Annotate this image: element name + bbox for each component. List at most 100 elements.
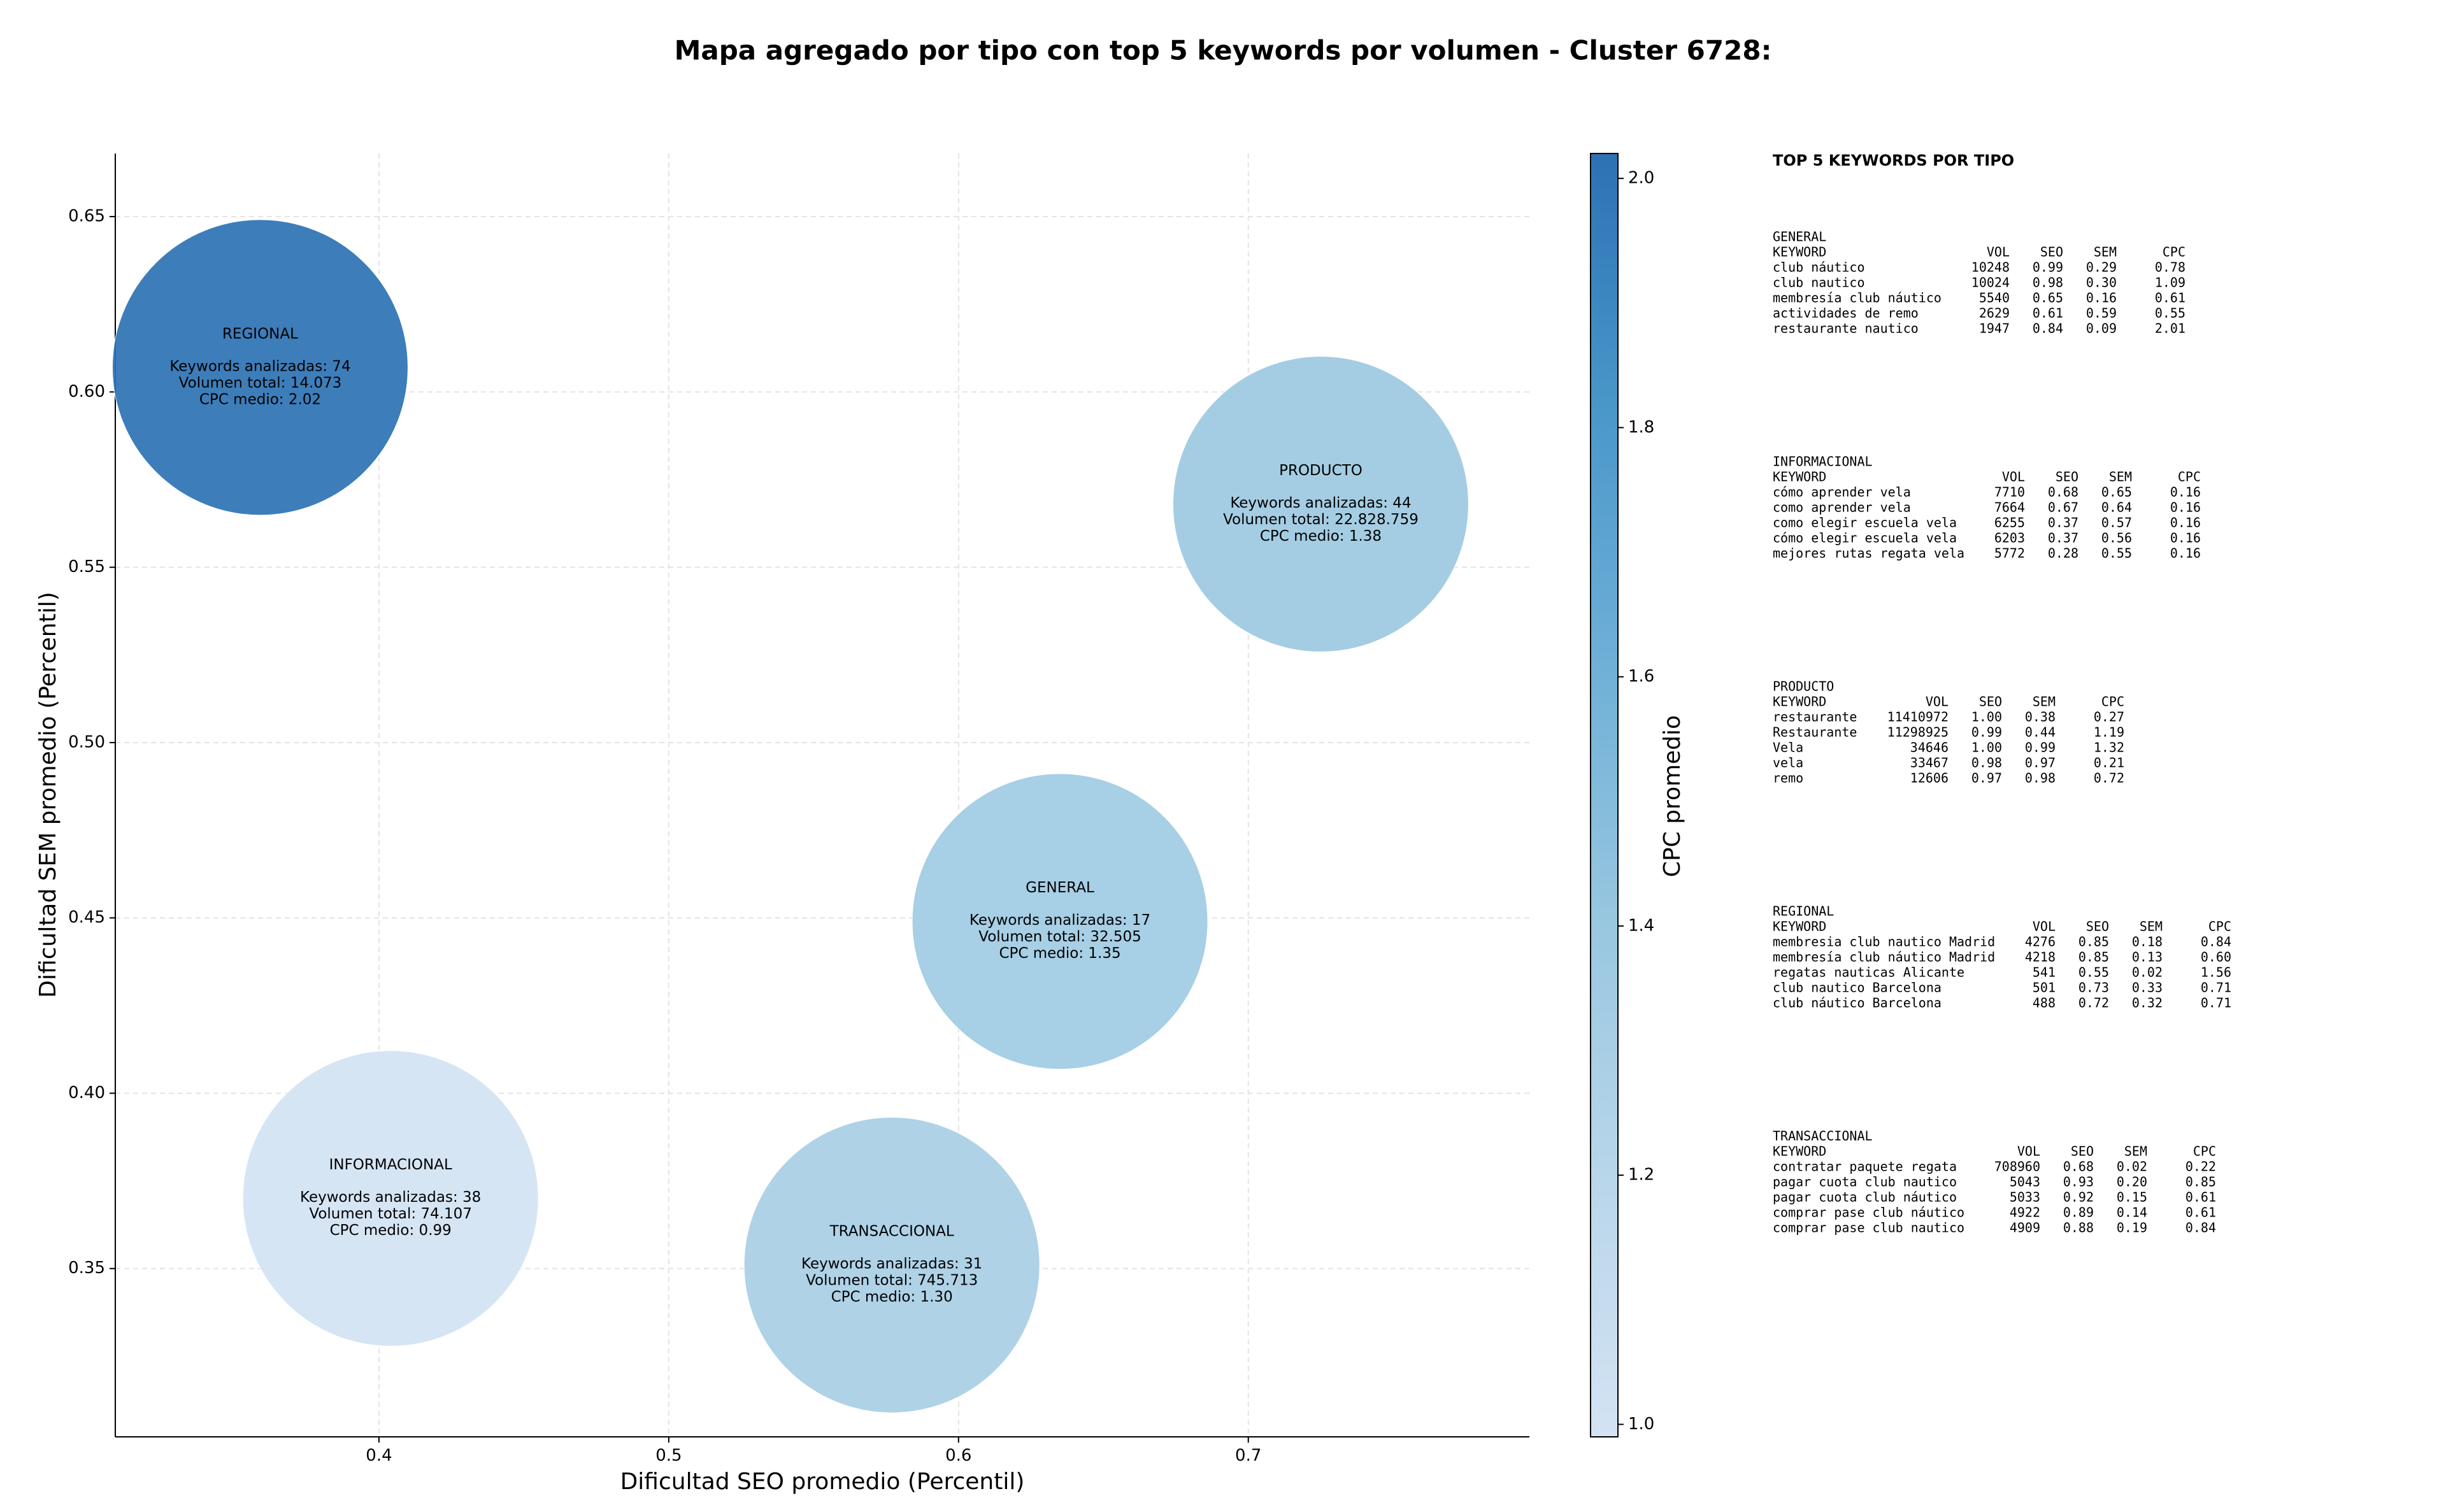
bubble-annotation: Volumen total: 14.073 [179, 374, 342, 391]
table-cell: 0.19 [2117, 1220, 2147, 1236]
bubble-annotation: Keywords analizadas: 74 [169, 358, 350, 374]
y-tick-label: 0.55 [68, 557, 105, 576]
table-cell: 0.33 [2132, 980, 2163, 995]
table-cell: 0.15 [2117, 1190, 2147, 1205]
table-cell: 0.71 [2201, 995, 2231, 1011]
table-title: REGIONAL [1773, 904, 1834, 919]
table-header: VOL [2002, 469, 2025, 485]
table-cell: 4909 [2010, 1220, 2040, 1236]
table-cell: 0.65 [2033, 290, 2063, 306]
table-cell: cómo elegir escuela vela [1773, 531, 1957, 546]
table-header: VOL [2017, 1144, 2040, 1159]
table-header: SEO [2040, 245, 2063, 260]
table-cell: 0.59 [2086, 306, 2117, 321]
table-cell: 0.85 [2078, 934, 2109, 950]
table-header: KEYWORD [1773, 1144, 1826, 1159]
table-header: KEYWORD [1773, 919, 1826, 934]
table-cell: 0.93 [2063, 1174, 2094, 1190]
table-cell: 488 [2033, 995, 2056, 1011]
table-cell: regatas nauticas Alicante [1773, 965, 1964, 980]
bubble-annotation: Keywords analizadas: 31 [801, 1256, 982, 1273]
table-header: CPC [2163, 245, 2185, 260]
table-cell: como elegir escuela vela [1773, 515, 1957, 531]
table-cell: club náutico [1773, 260, 1865, 275]
table-cell: Vela [1773, 740, 1803, 755]
y-tick-label: 0.45 [68, 908, 105, 927]
table-cell: 0.84 [2185, 1220, 2216, 1236]
table-cell: 1.19 [2094, 725, 2124, 740]
table-cell: 0.64 [2101, 500, 2132, 515]
table-cell: 2629 [1979, 306, 2010, 321]
table-cell: 0.56 [2101, 531, 2132, 546]
table-cell: 4218 [2025, 950, 2056, 965]
table-header: SEO [2086, 919, 2109, 934]
table-cell: pagar cuota club nautico [1773, 1174, 1957, 1190]
table-cell: 0.16 [2170, 515, 2201, 531]
table-cell: 0.18 [2132, 934, 2163, 950]
table-cell: 5540 [1979, 290, 2010, 306]
table-cell: 541 [2033, 965, 2056, 980]
colorbar-tick-label: 2.0 [1628, 169, 1654, 188]
bubble-name: GENERAL [1026, 880, 1094, 896]
table-cell: 0.13 [2132, 950, 2163, 965]
table-cell: 6255 [1994, 515, 2025, 531]
table-cell: 0.32 [2132, 995, 2163, 1011]
table-cell: 11410972 [1887, 710, 1949, 725]
colorbar-tick-label: 1.2 [1628, 1166, 1654, 1185]
table-cell: 10024 [1971, 275, 2010, 290]
table-header: SEM [2140, 919, 2163, 934]
table-cell: 5772 [1994, 546, 2025, 561]
bubble-annotation: CPC medio: 1.30 [831, 1289, 953, 1306]
table-cell: restaurante [1773, 710, 1857, 725]
bubble-annotation: Volumen total: 74.107 [309, 1206, 472, 1222]
table-cell: 0.99 [2033, 260, 2063, 275]
table-header: SEM [2109, 469, 2132, 485]
bubble-name: TRANSACCIONAL [829, 1223, 954, 1240]
bubble-annotation: Volumen total: 32.505 [978, 929, 1141, 945]
table-cell: membresía club náutico [1773, 290, 1942, 306]
table-cell: 4922 [2010, 1205, 2040, 1220]
table-cell: 0.97 [1971, 771, 2002, 786]
table-cell: 0.20 [2117, 1174, 2147, 1190]
table-header: SEO [2056, 469, 2078, 485]
y-tick-label: 0.50 [68, 732, 105, 752]
table-cell: 0.27 [2094, 710, 2124, 725]
table-cell: 708960 [1994, 1159, 2040, 1174]
x-tick-label: 0.4 [366, 1446, 392, 1466]
y-tick-label: 0.40 [68, 1083, 105, 1102]
table-cell: 0.37 [2048, 531, 2078, 546]
table-cell: 33467 [1910, 755, 1949, 771]
colorbar-tick-label: 1.4 [1628, 916, 1654, 935]
table-cell: cómo aprender vela [1773, 485, 1911, 500]
table-header: SEM [2124, 1144, 2147, 1159]
table-cell: 0.16 [2086, 290, 2117, 306]
colorbar-tick-label: 1.8 [1628, 418, 1654, 437]
table-cell: 7664 [1994, 500, 2025, 515]
table-cell: 7710 [1994, 485, 2025, 500]
table-cell: 0.55 [2078, 965, 2109, 980]
table-cell: remo [1773, 771, 1803, 786]
table-header: VOL [1987, 245, 2010, 260]
table-cell: 0.98 [1971, 755, 2002, 771]
colorbar-tick-label: 1.0 [1628, 1415, 1654, 1434]
table-header: VOL [1926, 694, 1949, 710]
table-cell: 1.09 [2155, 275, 2185, 290]
table-cell: 1.00 [1971, 740, 2002, 755]
table-cell: 34646 [1910, 740, 1949, 755]
table-cell: 0.78 [2155, 260, 2185, 275]
table-cell: 0.16 [2170, 531, 2201, 546]
table-cell: 1947 [1979, 321, 2010, 336]
table-header: KEYWORD [1773, 694, 1826, 710]
table-cell: 4276 [2025, 934, 2056, 950]
bubble-name: PRODUCTO [1279, 462, 1362, 479]
table-cell: 0.29 [2086, 260, 2117, 275]
table-cell: membresía club náutico Madrid [1773, 950, 1995, 965]
table-cell: 0.09 [2086, 321, 2117, 336]
table-cell: 0.57 [2101, 515, 2132, 531]
table-cell: comprar pase club nautico [1773, 1220, 1964, 1236]
bubble-annotation: CPC medio: 0.99 [330, 1222, 452, 1239]
table-cell: 1.00 [1971, 710, 2002, 725]
table-cell: 0.72 [2078, 995, 2109, 1011]
table-cell: 0.55 [2155, 306, 2185, 321]
